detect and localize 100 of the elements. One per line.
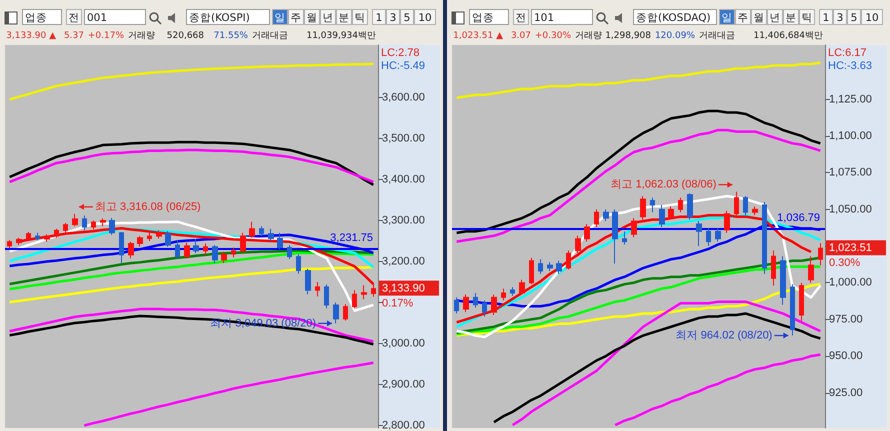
text: LC:6.17	[828, 47, 867, 59]
line-series	[8, 308, 375, 343]
candlestick	[343, 304, 348, 322]
y-tick-label: 1,125.00	[829, 93, 872, 106]
candlestick	[818, 242, 823, 266]
candlestick	[454, 296, 459, 314]
line-series	[455, 61, 822, 100]
y-tick-label: 3,300.00	[382, 214, 425, 226]
candlestick	[315, 281, 320, 297]
text: 0.17%	[382, 298, 414, 310]
candlestick	[324, 284, 329, 309]
candlestick	[696, 220, 702, 247]
candlestick	[594, 208, 599, 228]
candlestick	[743, 196, 748, 216]
candlestick	[650, 197, 655, 213]
candlestick	[128, 241, 134, 259]
candlestick	[762, 202, 767, 274]
y-tick-label: 2,800.00	[382, 420, 425, 431]
line-series	[455, 128, 822, 243]
candlestick	[724, 210, 730, 234]
text: 11,406,684백만	[752, 30, 823, 43]
text: 101	[531, 9, 593, 25]
y-tick-label: 3,000.00	[382, 337, 425, 350]
candlestick	[249, 221, 255, 238]
candlestick	[640, 196, 646, 220]
annotation: 최저 964.02 (08/20)	[676, 330, 772, 342]
candlestick	[119, 231, 124, 264]
y-tick-label: 3,400.00	[382, 173, 425, 186]
candlestick	[771, 250, 776, 286]
candlestick	[799, 282, 804, 322]
candlestick	[277, 232, 283, 250]
candlestick	[622, 230, 627, 246]
candlestick	[7, 240, 12, 249]
text: 3	[833, 9, 847, 25]
candlestick	[109, 218, 115, 236]
candlestick	[631, 218, 637, 238]
candlestick	[305, 268, 311, 295]
candlestick	[491, 294, 497, 316]
text: 1,298,908	[604, 30, 651, 43]
candlestick	[519, 279, 525, 295]
text: 001	[84, 9, 146, 25]
candlestick	[240, 232, 246, 253]
y-tick-label: 950.00	[829, 350, 863, 362]
text: 일	[719, 9, 735, 25]
candlestick	[482, 300, 487, 317]
line-series	[83, 362, 375, 427]
candlestick	[501, 288, 506, 301]
candlestick	[603, 208, 609, 222]
candlestick	[72, 213, 78, 227]
candlestick	[463, 294, 469, 313]
candlestick	[371, 283, 376, 298]
ref-line-label: 1,036.79	[777, 212, 820, 224]
line-series	[8, 234, 375, 268]
candlestick	[44, 234, 50, 242]
text: 5	[847, 9, 861, 25]
y-tick-label: 3,500.00	[382, 132, 425, 144]
candlestick	[212, 244, 218, 264]
candlestick	[165, 230, 171, 248]
candlestick	[808, 256, 814, 284]
candlestick	[734, 191, 739, 218]
candlestick	[296, 254, 301, 274]
candlestick	[715, 228, 721, 242]
text: 전	[513, 9, 529, 25]
candlestick	[659, 204, 665, 228]
candlestick	[584, 224, 590, 242]
line-series	[511, 300, 822, 426]
candlestick	[575, 235, 581, 254]
candlestick	[16, 237, 22, 246]
candlestick	[203, 242, 208, 256]
text: 71.55%	[212, 30, 248, 43]
text: 3	[386, 9, 400, 25]
text: 업종	[22, 9, 62, 25]
text: 거래량	[575, 30, 603, 43]
candlestick	[780, 256, 786, 306]
candlestick	[35, 232, 40, 241]
candlestick	[184, 242, 190, 258]
line-series	[8, 62, 375, 101]
text: 분	[336, 9, 352, 25]
candlestick	[26, 231, 31, 242]
text: 종합(KOSDAQ)	[633, 9, 717, 25]
text: 틱	[352, 9, 368, 25]
text: 년	[320, 9, 336, 25]
text: 3,133.90	[382, 282, 425, 295]
text: 전	[66, 9, 82, 25]
candlestick	[547, 262, 553, 272]
text: 10	[861, 9, 883, 25]
text: 120.09%	[654, 30, 695, 43]
line-series	[8, 249, 375, 286]
text: 0.30%	[829, 257, 860, 270]
candlestick	[556, 260, 562, 274]
candlestick	[706, 228, 711, 247]
candlestick	[175, 240, 180, 259]
candlestick	[566, 250, 571, 270]
candlestick	[510, 286, 515, 296]
annotation: 최고 1,062.03 (08/06)	[610, 178, 716, 191]
text: 5.37	[62, 30, 84, 43]
text: 1,023.51	[829, 242, 872, 254]
text: 월	[304, 9, 320, 25]
candlestick	[91, 220, 96, 230]
text: 거래대금	[252, 30, 289, 43]
